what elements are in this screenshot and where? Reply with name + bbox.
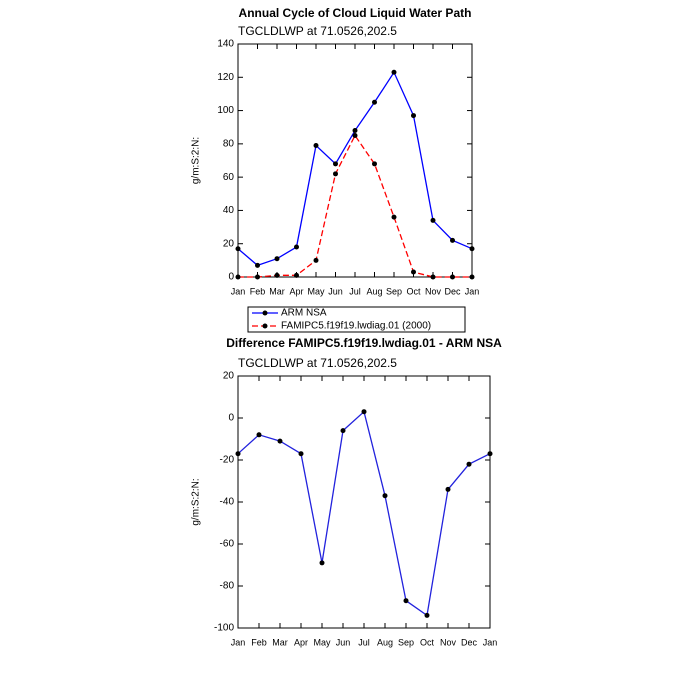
y-tick-label: 120 [217,72,234,83]
x-tick-label: May [307,286,325,296]
data-point [382,493,388,499]
y-tick-label: 100 [217,105,234,116]
x-tick-label: May [313,637,331,647]
data-point [430,274,436,280]
plot-frame [237,43,473,278]
x-tick-label: Mar [269,286,285,296]
data-point [235,274,241,280]
data-point [450,274,455,280]
data-point [313,143,319,149]
y-tick-label: 40 [223,205,235,216]
series-line [238,134,472,278]
x-tick-label: Feb [250,286,266,296]
x-tick-label: Aug [377,637,393,647]
x-tick-label: Jan [231,286,246,296]
y-tick-label: 140 [217,39,234,50]
x-tick-label: Sep [398,637,414,647]
data-point [298,451,304,457]
x-tick-label: Jul [358,637,370,647]
data-point [487,451,493,457]
data-point [391,69,397,75]
x-tick-label: Oct [406,286,421,296]
x-tick-label: Apr [294,637,308,647]
data-point [450,237,455,243]
data-point [403,598,409,604]
legend-label: FAMIPC5.f19f19.lwdiag.01 (2000) [281,321,431,332]
data-point [469,274,475,280]
data-point [255,274,260,280]
y-tick-label: 60 [223,172,235,183]
data-point [294,272,299,278]
data-point [352,128,358,134]
chart-subtitle: TGCLDLWP at 71.0526,202.5 [238,356,397,370]
data-point [391,214,397,220]
data-point [372,161,377,167]
x-tick-label: Jul [349,286,361,296]
x-tick-label: Apr [289,286,303,296]
x-tick-label: Nov [440,637,457,647]
x-tick-label: Jan [483,637,498,647]
data-point [361,409,367,415]
series-line [237,70,473,267]
data-point [235,451,241,457]
data-point [340,428,346,434]
y-tick-label: -100 [214,623,234,634]
data-point [352,133,358,139]
legend-label: ARM NSA [281,308,327,319]
data-point [313,257,319,263]
legend-marker [262,323,268,329]
data-point [294,244,299,250]
x-tick-label: Dec [461,637,478,647]
y-tick-label: 80 [223,138,235,149]
data-point [277,438,283,444]
data-point [411,113,416,119]
data-point [466,461,472,467]
y-tick-label: -60 [220,539,235,550]
chart-title: Difference FAMIPC5.f19f19.lwdiag.01 - AR… [226,336,502,350]
data-point [430,217,436,223]
x-tick-label: Dec [444,286,461,296]
x-tick-label: Aug [366,286,382,296]
x-tick-label: Jan [231,637,246,647]
x-tick-label: Jun [328,286,343,296]
data-point [319,560,325,566]
data-point [274,256,280,262]
legend-box [247,306,466,333]
y-tick-label: -40 [220,497,235,508]
data-point [424,612,430,618]
y-axis-label: g/m:S:2:N: [191,478,202,525]
y-tick-label: 20 [223,238,235,249]
chart-title: Annual Cycle of Cloud Liquid Water Path [239,6,472,20]
y-tick-label: -20 [220,455,235,466]
x-tick-label: Mar [272,637,288,647]
data-point [333,161,338,167]
legend-marker [262,310,268,316]
chart-subtitle: TGCLDLWP at 71.0526,202.5 [238,24,397,38]
data-point [235,246,241,252]
y-axis-label: g/m:S:2:N: [191,137,202,184]
series-line [237,410,491,617]
y-tick-label: 20 [223,371,235,382]
x-tick-label: Jun [336,637,351,647]
data-point [256,432,262,438]
data-point [411,269,416,275]
data-point [445,486,451,492]
x-tick-label: Nov [425,286,442,296]
data-point [333,171,338,177]
data-point [469,246,475,252]
data-point [274,272,280,278]
y-tick-label: -80 [220,581,235,592]
data-point [255,262,260,268]
y-tick-label: 0 [228,272,234,283]
x-tick-label: Sep [386,286,402,296]
x-tick-label: Jan [465,286,480,296]
y-tick-label: 0 [228,413,234,424]
x-tick-label: Oct [420,637,435,647]
data-point [372,99,377,105]
x-tick-label: Feb [251,637,267,647]
